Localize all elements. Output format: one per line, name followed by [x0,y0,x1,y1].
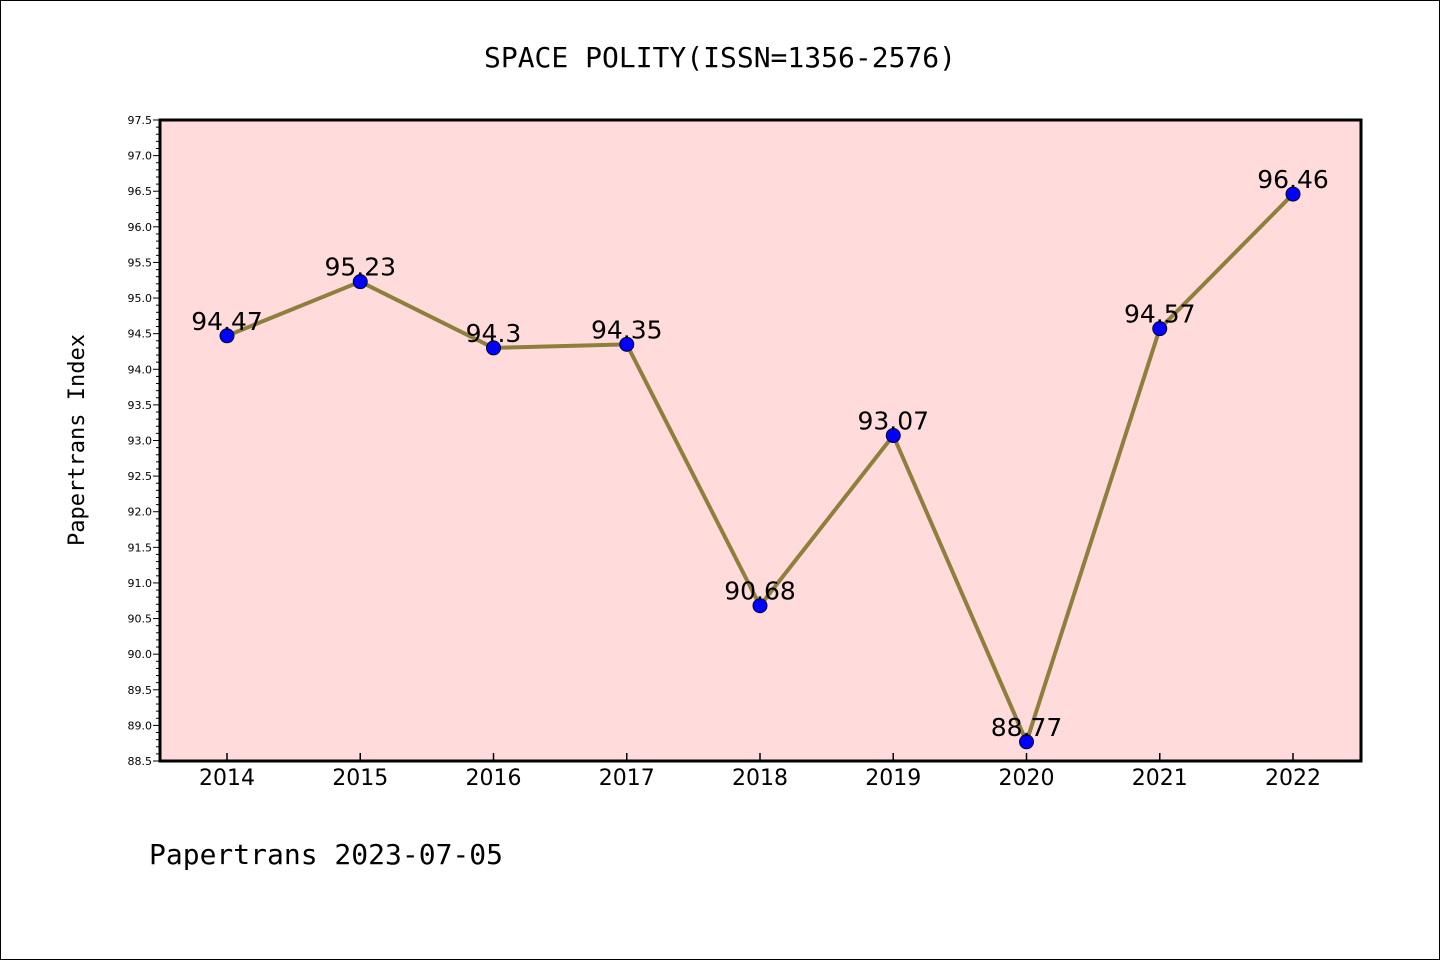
y-tick-label: 90.0 [128,648,153,661]
x-tick-label: 2017 [599,766,655,791]
y-tick-label: 92.0 [128,506,153,519]
y-tick-label: 93.5 [128,399,153,412]
data-label: 90.68 [724,577,796,606]
plot-area [160,120,1361,761]
x-tick-label: 2018 [732,766,788,791]
x-tick-label: 2014 [199,766,255,791]
y-tick-label: 95.5 [128,256,153,269]
y-tick-label: 89.0 [128,719,153,732]
data-label: 94.57 [1124,300,1196,329]
x-tick-label: 2019 [865,766,921,791]
y-tick-label: 96.0 [128,221,153,234]
data-point [1152,321,1168,337]
x-tick-label: 2022 [1265,766,1321,791]
data-label: 94.47 [191,307,263,336]
data-point [752,598,768,614]
series-group: 94.47 95.23 94.3 94.35 90.68 93.07 88.77 94.57 9… [191,165,1329,750]
y-tick-label: 90.5 [128,613,153,626]
y-tick-label: 97.0 [128,150,153,163]
y-tick-label: 93.0 [128,435,153,448]
chart-title: SPACE POLITY(ISSN=1356-2576) [484,41,956,74]
footer-text: Papertrans 2023-07-05 [149,838,503,871]
y-tick-label: 91.5 [128,541,153,554]
x-tick-label: 2015 [332,766,388,791]
y-tick-label: 97.5 [128,114,153,127]
data-label: 93.07 [857,407,929,436]
y-tick-label: 94.0 [128,363,153,376]
x-tick-label: 2021 [1132,766,1188,791]
data-point [219,328,235,344]
data-label: 96.46 [1257,165,1329,194]
y-axis-label: Papertrans Index [65,334,90,546]
y-tick-label: 95.0 [128,292,153,305]
plot-border [158,118,1363,763]
y-tick-label: 92.5 [128,470,153,483]
data-point [1285,186,1301,202]
data-label: 88.77 [991,713,1063,742]
data-point [486,340,501,356]
y-tick-label: 91.0 [128,577,153,590]
y-tick-label: 88.5 [128,755,153,768]
data-point [352,274,368,290]
y-tick-label: 96.5 [128,185,153,198]
data-point [1019,734,1034,750]
data-label: 95.23 [324,253,396,282]
y-tick-label: 94.5 [128,328,153,341]
data-label: 94.3 [466,319,522,348]
data-label: 94.35 [591,315,663,344]
y-axis-ticks: 88.5 89.0 89.5 90.0 90.5 91.0 91.5 92.0 92.5 93.0… [128,114,160,768]
y-tick-label: 89.5 [128,684,153,697]
x-axis-ticks: 2014 2015 2016 2017 2018 2019 2020 2021 2022 [199,753,1321,791]
data-point [619,336,635,352]
x-tick-label: 2016 [466,766,522,791]
data-point [885,428,901,444]
x-tick-label: 2020 [999,766,1055,791]
